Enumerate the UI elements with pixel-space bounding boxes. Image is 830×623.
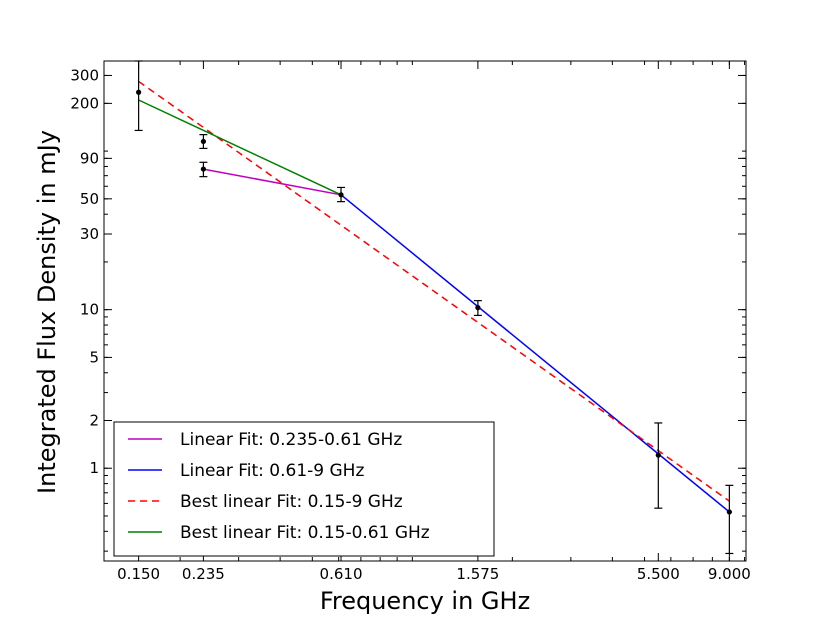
y-tick-label: 300	[70, 66, 99, 84]
series-line-3	[138, 80, 730, 502]
y-tick-label: 10	[80, 301, 99, 319]
legend-label: Linear Fit: 0.235-0.61 GHz	[180, 430, 402, 450]
data-point-3	[200, 166, 206, 172]
data-point-1	[136, 89, 142, 95]
legend-box	[113, 421, 495, 557]
axes-layer: 0.150 0.235 0.610 1.575 5.500 9.000 1 2 5 10 30 50 9…	[70, 60, 751, 583]
legend-label: Best linear Fit: 0.15-9 GHz	[180, 492, 403, 512]
y-tick-label: 30	[80, 225, 99, 243]
data-point-4	[338, 192, 344, 198]
y-tick-label: 5	[89, 348, 99, 366]
x-axis-label: Frequency in GHz	[320, 587, 530, 615]
x-tick-label: 0.610	[320, 565, 363, 583]
y-tick-label: 50	[80, 190, 99, 208]
legend-label: Best linear Fit: 0.15-0.61 GHz	[180, 523, 430, 543]
legend: Linear Fit: 0.235-0.61 GHz Linear Fit: 0.…	[113, 421, 495, 557]
series-line-4	[138, 99, 342, 196]
data-point-2	[200, 138, 206, 145]
y-tick-label: 1	[89, 459, 99, 477]
y-tick-label: 200	[70, 94, 99, 112]
legend-label: Linear Fit: 0.61-9 GHz	[180, 461, 364, 481]
plot-frame	[103, 60, 747, 562]
series-line-1	[203, 168, 342, 196]
x-tick-label: 0.235	[182, 565, 225, 583]
data-point-7	[726, 509, 732, 515]
series-line-2	[340, 194, 730, 513]
y-tick-label: 2	[89, 412, 99, 430]
data-point-5	[475, 305, 481, 311]
x-tick-label: 0.150	[117, 565, 160, 583]
plot-layer	[134, 60, 734, 555]
data-point-6	[655, 452, 661, 458]
x-tick-label: 5.500	[637, 565, 680, 583]
x-tick-label: 9.000	[708, 565, 751, 583]
y-tick-label: 90	[80, 149, 99, 167]
y-axis-label: Integrated Flux Density in mJy	[33, 130, 61, 494]
x-tick-label: 1.575	[456, 565, 499, 583]
